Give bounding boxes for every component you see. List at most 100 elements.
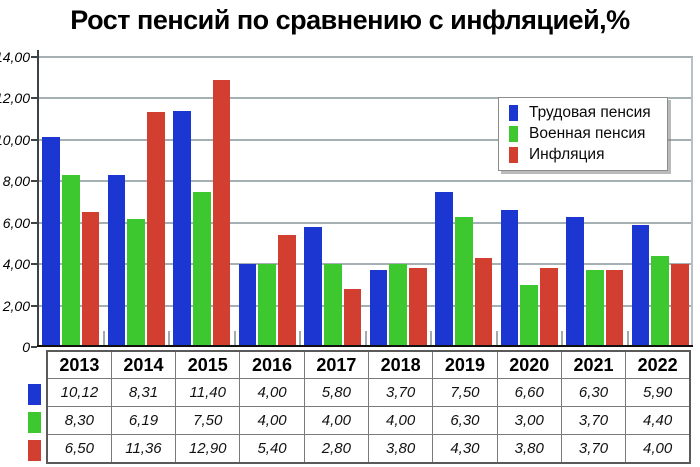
gridline [38,56,693,58]
value-cell: 3,70 [560,434,627,464]
value-cell: 5,80 [303,378,369,407]
bar-group-2013 [38,57,104,347]
y-tick-label: 0 [22,339,30,355]
year-header-cell: 2019 [432,350,498,379]
value-cell: 11,36 [110,434,177,464]
chart-title: Рост пенсий по сравнению с инфляцией,% [70,5,630,35]
table-header-row: 2013 2014 2015 2016 2017 2018 2019 2020 2021 2022 [46,350,691,379]
value-cell: 8,30 [46,406,112,435]
year-header-cell: 2014 [110,350,177,379]
year-header-cell: 2018 [367,350,434,379]
bar-series0-2021 [566,216,584,347]
data-table-area: 2013 2014 2015 2016 2017 2018 2019 2020 2021 2022… [28,350,691,464]
bar-group-2015 [169,57,235,347]
group-separator-tick [430,331,432,347]
bar-series1-2020 [520,284,539,347]
bar-series1-2013 [61,175,80,347]
value-cell: 4,00 [239,406,305,435]
y-tick-label: 10,00 [0,131,30,148]
value-cell: 5,90 [625,378,691,407]
table-row-swatches [28,350,46,464]
value-cell: 4,00 [625,434,691,464]
y-tick-label: 2,00 [2,297,30,314]
bar-group-2014 [104,57,170,347]
y-axis-line [37,50,39,347]
y-axis-tick [31,221,37,224]
value-cell: 7,50 [432,378,498,407]
legend-swatch-icon [509,125,518,142]
group-separator-tick [299,331,301,347]
legend-item-label: Военная пенсия [529,124,646,142]
bar-series2-2020 [540,268,558,347]
legend-swatch-icon [509,104,518,121]
series-swatch-icon [28,439,41,461]
y-axis-tick [31,180,37,183]
gridline [38,97,693,100]
bar-group-2021 [562,57,628,347]
value-cell: 11,40 [175,378,241,407]
gridline [38,221,693,224]
bar-series2-2014 [147,111,165,347]
group-separator-tick [102,331,105,347]
value-cell: 6,30 [432,406,498,435]
table-row: 8,30 6,19 7,50 4,00 4,00 4,00 6,30 3,00 3,70 4,40 [46,406,691,435]
series-swatch-icon [28,411,41,433]
gridline [38,263,693,266]
y-axis-tick [31,56,37,58]
year-header-cell: 2021 [560,350,627,379]
group-separator-tick [495,331,498,347]
bar-group-2018 [366,57,432,347]
table-row: 6,50 11,36 12,90 5,40 2,80 3,80 4,30 3,80 3,70 4,… [46,434,691,464]
y-axis-tick-labels: 14,00 12,00 10,00 8,00 6,00 4,00 2,00 0 [0,49,33,355]
bar-series0-2019 [435,191,453,347]
bar-series1-2015 [192,191,211,347]
group-separator-tick [233,331,236,347]
value-cell: 4,00 [303,406,369,435]
bar-series1-2019 [454,216,473,347]
bar-series1-2014 [127,218,146,347]
group-separator-tick [168,331,170,347]
legend-item: Трудовая пенсия [509,102,659,123]
bar-series1-2016 [258,264,277,347]
table-swatch-cell [28,436,46,464]
bar-series2-2019 [474,257,493,347]
bar-series0-2015 [173,110,191,347]
bar-series2-2015 [212,79,231,347]
bar-series2-2017 [343,289,362,347]
value-cell: 4,00 [239,378,305,407]
group-separator-tick [561,331,563,347]
year-header-cell: 2015 [175,350,241,379]
bar-series0-2017 [304,226,322,347]
y-axis-tick [31,263,37,266]
swatch-spacer [28,350,46,380]
legend-item: Инфляция [509,144,659,165]
value-cell: 4,30 [432,434,498,464]
values-table: 2013 2014 2015 2016 2017 2018 2019 2020 2021 2022… [46,350,691,464]
value-cell: 6,60 [496,378,562,407]
value-cell: 5,40 [239,434,305,464]
bar-series0-2020 [500,210,519,347]
value-cell: 6,50 [46,434,112,464]
plot-area [38,56,693,347]
value-cell: 6,19 [110,406,177,435]
value-cell: 2,80 [303,434,369,464]
y-axis-tick [31,97,37,100]
year-header-cell: 2020 [496,350,562,379]
value-cell: 3,80 [367,434,434,464]
y-tick-label: 8,00 [2,173,30,190]
gridline [38,138,693,141]
y-tick-label: 4,00 [2,256,30,273]
bar-group-2020 [497,57,563,347]
y-tick-label: 14,00 [0,49,30,65]
bar-series2-2018 [409,268,427,347]
year-header-cell: 2016 [239,350,305,379]
value-cell: 7,50 [175,406,241,435]
value-cell: 3,70 [560,406,627,435]
bar-series0-2022 [631,224,650,347]
series-swatch-icon [28,383,41,405]
bar-series1-2017 [323,264,342,347]
y-axis-tick [31,138,37,141]
legend-box: Трудовая пенсия Военная пенсия Инфляция [498,97,668,171]
bar-series0-2018 [369,270,388,347]
x-axis-line [37,345,693,347]
